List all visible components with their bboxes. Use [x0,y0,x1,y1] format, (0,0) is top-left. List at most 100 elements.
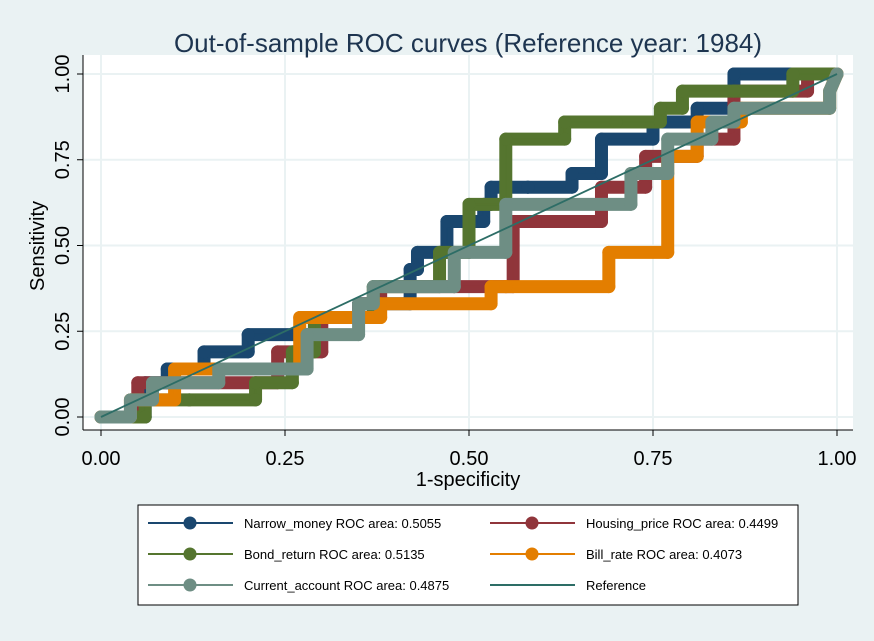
series-point-3 [602,280,616,294]
series-point-0 [241,345,255,359]
series-point-2 [249,376,263,390]
legend-label: Bill_rate ROC area: 0.4073 [586,547,742,562]
series-point-3 [293,311,307,325]
series-point-2 [558,132,572,146]
legend-label: Narrow_money ROC area: 0.5055 [244,516,441,531]
series-point-0 [594,132,608,146]
series-point-0 [241,328,255,342]
series-point-4 [499,245,513,259]
legend-box [137,504,799,606]
series-point-0 [727,67,741,81]
series-point-4 [624,197,638,211]
series-point-3 [690,149,704,163]
series-point-4 [661,166,675,180]
series-thin-line-4 [101,73,838,418]
series-point-3 [661,245,675,259]
series-point-1 [639,149,653,163]
reference-line [100,73,838,418]
series-point-0 [477,214,491,228]
axes: 0.00 0.00 0.25 0.25 0.50 0.50 0.75 0.75 1.00 1.00 [52,55,856,470]
series-point-4 [352,328,366,342]
series-point-4 [123,393,137,407]
series-point-3 [484,280,498,294]
series-point-4 [366,297,380,311]
series-point-4 [447,280,461,294]
legend-swatch-marker [183,516,197,530]
series-point-0 [440,214,454,228]
series-point-2 [786,84,800,98]
x-tick-label: 0.75 [634,448,673,470]
series-point-2 [558,115,572,129]
series-point-1 [594,214,608,228]
series-point-4 [727,101,741,115]
series-point-2 [462,197,476,211]
series-point-2 [675,101,689,115]
series-point-4 [366,280,380,294]
series-point-0 [521,180,535,194]
series-point-3 [374,311,388,325]
legend-swatch-marker [525,547,539,561]
series-point-2 [138,410,152,424]
series-point-2 [499,132,513,146]
series-point-0 [594,166,608,180]
series-point-4 [146,393,160,407]
series-point-4 [123,410,137,424]
series-point-4 [661,132,675,146]
x-axis-label: 1-specificity [416,469,520,491]
series-point-0 [565,166,579,180]
y-tick-label: 0.75 [52,140,74,179]
series-point-2 [653,115,667,129]
legend-swatch-marker [183,578,197,592]
series-point-4 [300,328,314,342]
series-point-1 [727,132,741,146]
series-point-3 [168,362,182,376]
legend-label: Current_account ROC area: 0.4875 [244,578,449,593]
x-tick-label: 1.00 [818,448,857,470]
series-point-2 [182,393,196,407]
series-point-1 [801,84,815,98]
series-point-2 [786,67,800,81]
series-point-0 [646,132,660,146]
y-tick-label: 1.00 [52,55,74,94]
series-point-4 [823,101,837,115]
series-point-2 [249,393,263,407]
x-tick-label: 0.50 [450,448,489,470]
grid-lines [83,55,853,430]
x-tick-label: 0.25 [266,448,305,470]
series-point-3 [690,115,704,129]
series-point-0 [565,180,579,194]
series-point-3 [602,245,616,259]
series-point-2 [609,115,623,129]
series-point-0 [197,345,211,359]
series-point-4 [212,376,226,390]
series-point-1 [639,180,653,194]
chart-title: Out-of-sample ROC curves (Reference year… [174,28,762,58]
series-point-4 [300,362,314,376]
series-point-3 [499,280,513,294]
y-tick-label: 0.00 [52,398,74,437]
series-point-4 [146,376,160,390]
series-point-3 [484,297,498,311]
series-point-4 [705,132,719,146]
series-point-0 [484,180,498,194]
legend: Narrow_money ROC area: 0.5055 Housing_pri… [148,516,778,593]
series-point-2 [675,84,689,98]
series-point-4 [705,115,719,129]
series-point-2 [433,245,447,259]
legend-swatch-marker [183,547,197,561]
legend-label: Bond_return ROC area: 0.5135 [244,547,425,562]
series-point-4 [624,166,638,180]
series-point-1 [528,214,542,228]
series-point-1 [594,180,608,194]
series-point-4 [823,84,837,98]
series-point-0 [410,245,424,259]
y-tick-label: 0.50 [52,226,74,265]
series-point-4 [499,197,513,211]
y-tick-label: 0.25 [52,312,74,351]
series-point-2 [727,84,741,98]
series-point-1 [271,345,285,359]
x-tick-label: 0.00 [82,448,121,470]
series-layer [94,67,844,424]
legend-label: Housing_price ROC area: 0.4499 [586,516,778,531]
